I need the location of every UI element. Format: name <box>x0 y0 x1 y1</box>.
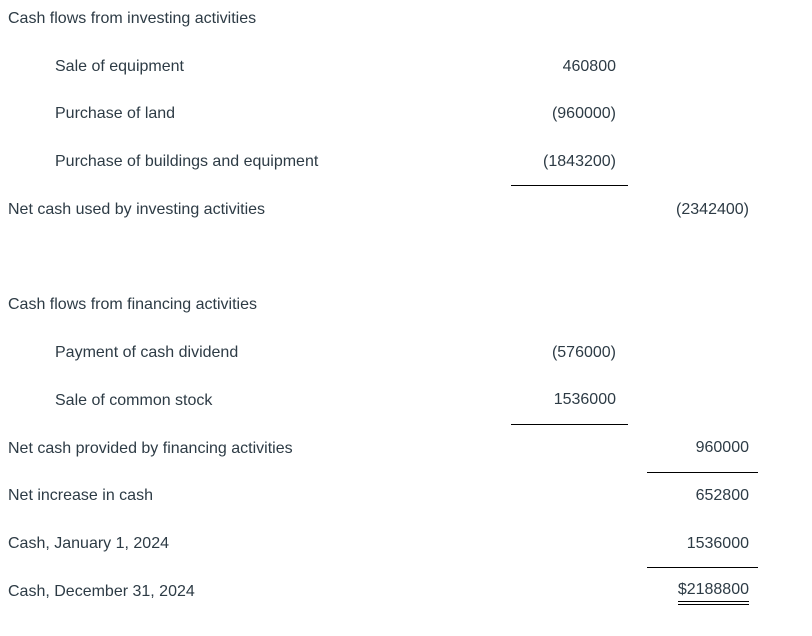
statement-row-section-header: Cash flows from investing activities <box>8 0 758 43</box>
statement-row-subtotal: Net cash provided by financing activitie… <box>8 425 758 473</box>
amount-col2-cell: (576000) <box>511 329 628 377</box>
amount-col3-cell <box>647 377 758 425</box>
amount-col3-value: $2188800 <box>677 581 750 606</box>
amount-col2-cell: 1536000 <box>511 377 628 425</box>
amount-col3-value: 960000 <box>695 439 749 457</box>
column-gap <box>628 329 647 377</box>
statement-row-detail: Purchase of buildings and equipment (184… <box>8 138 758 186</box>
row-label: Cash, January 1, 2024 <box>8 535 169 553</box>
column-gap <box>628 377 647 425</box>
amount-col3-value: 1536000 <box>686 534 749 552</box>
column-gap <box>628 425 647 473</box>
amount-col3-cell <box>647 43 758 91</box>
amount-col2-cell <box>511 568 628 616</box>
column-gap <box>628 473 647 521</box>
statement-row-detail: Payment of cash dividend (576000) <box>8 329 758 377</box>
row-label: Payment of cash dividend <box>55 344 239 362</box>
row-label: Net cash used by investing activities <box>8 200 266 218</box>
amount-col3-cell: 960000 <box>647 425 758 473</box>
amount-col2-cell: (1843200) <box>511 138 628 186</box>
statement-row-detail: Purchase of land (960000) <box>8 91 758 139</box>
amount-col2-cell <box>511 186 628 234</box>
amount-col3-cell <box>647 329 758 377</box>
amount-col2-value: (960000) <box>551 105 616 123</box>
row-label: Cash, December 31, 2024 <box>8 582 195 600</box>
amount-col2-cell: (960000) <box>511 91 628 139</box>
amount-col2-cell <box>511 0 628 43</box>
statement-row-detail: Sale of equipment 460800 <box>8 43 758 91</box>
amount-col2-cell <box>511 282 628 330</box>
column-gap <box>628 520 647 568</box>
amount-col3-cell: $2188800 <box>647 568 758 616</box>
row-label: Net cash provided by financing activitie… <box>8 439 293 457</box>
amount-col3-value: 652800 <box>695 487 749 505</box>
amount-col2-value: 1536000 <box>553 391 616 409</box>
column-gap <box>628 282 647 330</box>
amount-col3-cell <box>647 138 758 186</box>
amount-col2-cell <box>511 520 628 568</box>
row-label: Sale of common stock <box>55 391 213 409</box>
column-gap <box>628 91 647 139</box>
column-gap <box>628 568 647 616</box>
column-gap <box>628 0 647 43</box>
amount-col2-cell <box>511 473 628 521</box>
cash-flow-statement: Cash flows from investing activities Sal… <box>8 0 758 616</box>
amount-col2-value: 460800 <box>562 57 616 75</box>
amount-col3-cell <box>647 0 758 43</box>
row-label: Sale of equipment <box>55 57 184 75</box>
amount-col2-value: (1843200) <box>543 152 616 170</box>
column-gap <box>628 186 647 234</box>
amount-col2-cell: 460800 <box>511 43 628 91</box>
amount-col3-cell <box>647 91 758 139</box>
row-label: Cash flows from investing activities <box>8 9 257 27</box>
statement-rows: Cash flows from investing activities Sal… <box>8 0 758 616</box>
column-gap <box>628 138 647 186</box>
row-label: Net increase in cash <box>8 487 153 505</box>
statement-row-grand-total: Cash, December 31, 2024 $2188800 <box>8 568 758 616</box>
row-label: Purchase of land <box>55 105 176 123</box>
statement-row-subtotal: Net increase in cash 652800 <box>8 473 758 521</box>
statement-row-detail: Sale of common stock 1536000 <box>8 377 758 425</box>
amount-col2-cell <box>511 425 628 473</box>
row-label: Cash flows from financing activities <box>8 296 257 314</box>
statement-row-subtotal: Cash, January 1, 2024 1536000 <box>8 520 758 568</box>
statement-row-section-header: Cash flows from financing activities <box>8 282 758 330</box>
column-gap <box>628 43 647 91</box>
amount-col3-cell: 1536000 <box>647 520 758 568</box>
row-label: Purchase of buildings and equipment <box>55 153 319 171</box>
amount-col3-cell: 652800 <box>647 473 758 521</box>
amount-col2-value: (576000) <box>551 344 616 362</box>
amount-col3-cell: (2342400) <box>647 186 758 234</box>
amount-col3-value: (2342400) <box>676 200 749 218</box>
amount-col3-cell <box>647 282 758 330</box>
spacer-row <box>8 234 758 282</box>
statement-row-subtotal: Net cash used by investing activities (2… <box>8 186 758 234</box>
